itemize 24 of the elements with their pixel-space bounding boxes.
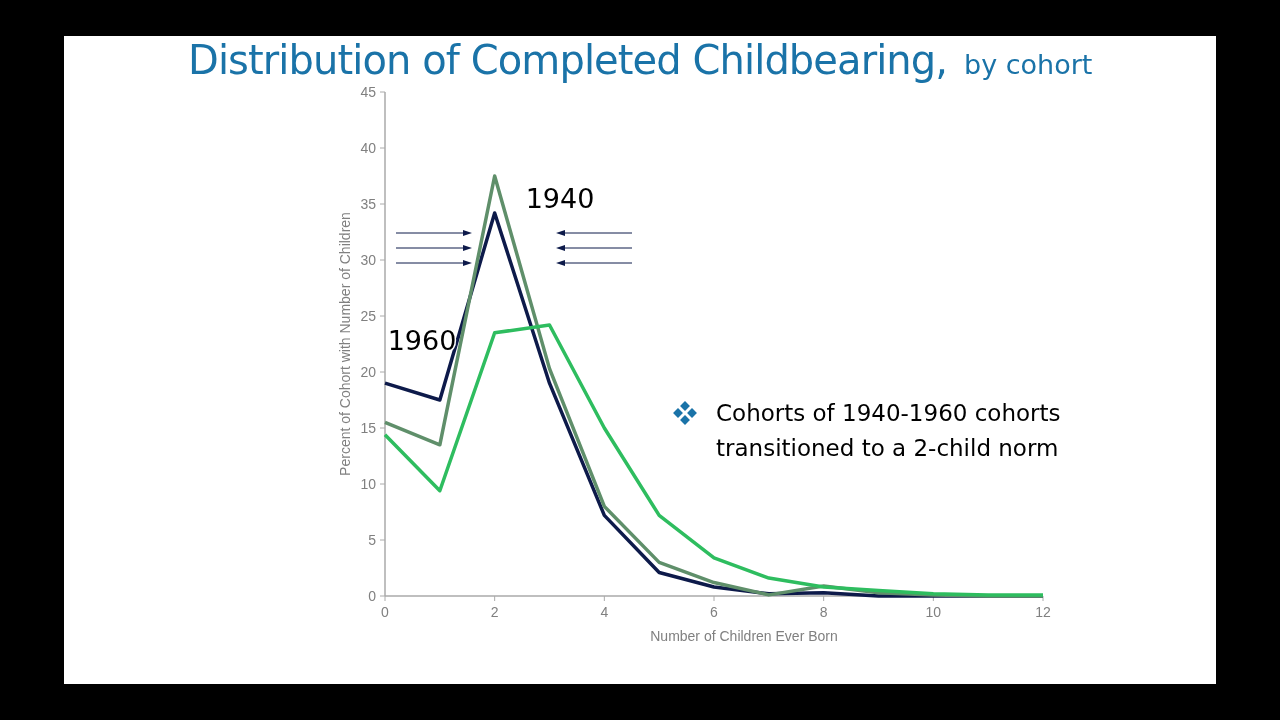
- y-tick-label: 30: [360, 251, 377, 268]
- y-axis-title: Percent of Cohort with Number of Children: [337, 212, 353, 476]
- chart-title: Distribution of Completed Childbearing,: [188, 37, 948, 83]
- y-tick-label: 40: [360, 139, 377, 156]
- y-tick-label: 0: [368, 587, 377, 604]
- y-tick-label: 5: [368, 531, 377, 548]
- x-axis-title: Number of Children Ever Born: [650, 628, 838, 644]
- y-tick-label: 10: [360, 475, 377, 492]
- x-tick-label: 2: [490, 604, 499, 620]
- x-tick-label: 12: [1035, 604, 1051, 620]
- y-tick-label: 15: [360, 419, 377, 436]
- y-tick-label: 35: [360, 195, 377, 212]
- y-tick-label: 20: [360, 363, 377, 380]
- annotation: Cohorts of 1940-1960 cohorts transitioned to a 2-child norm: [716, 400, 1061, 461]
- chart-subtitle: by cohort: [964, 49, 1093, 80]
- x-tick-label: 6: [710, 604, 719, 620]
- y-tick-label: 45: [360, 83, 377, 100]
- annotation: 1960: [387, 325, 457, 356]
- y-tick-label: 25: [360, 307, 377, 324]
- annotation: 1940: [525, 183, 595, 214]
- x-tick-label: 10: [925, 604, 942, 620]
- x-tick-label: 0: [381, 604, 390, 620]
- x-tick-label: 8: [819, 604, 828, 620]
- x-tick-label: 4: [600, 604, 609, 620]
